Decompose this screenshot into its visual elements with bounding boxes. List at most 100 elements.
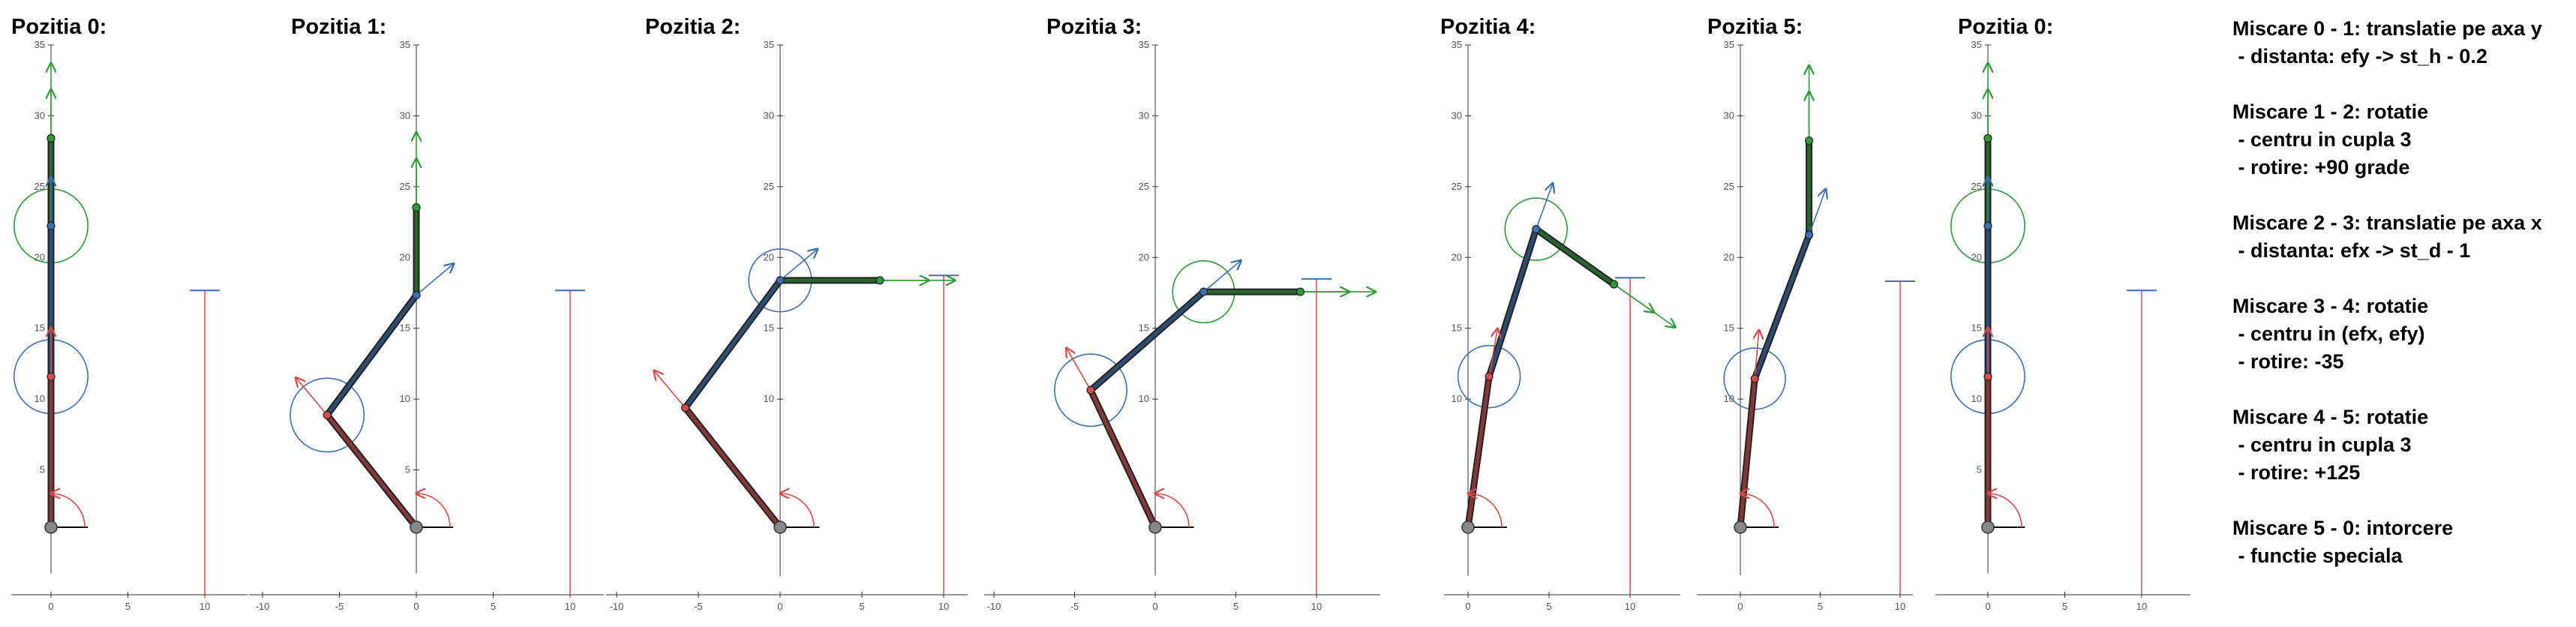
arm-joint [1485,372,1494,381]
arm-joint [1983,372,1992,381]
arm-joint [1296,287,1305,296]
arm-joint [1199,287,1208,296]
x-tick-label: 0 [1152,601,1157,612]
x-tick-label: -10 [256,601,270,612]
arm-joint [1532,224,1541,234]
arm-joint [680,404,690,412]
x-tick-label: 0 [48,601,53,612]
x-tick-label: 0 [777,601,782,612]
motion-note-heading: Miscare 2 - 3: translatie pe axa x [2232,212,2542,234]
y-tick-label: 35 [1971,39,1982,50]
x-tick-label: 0 [1465,601,1470,612]
motion-note-detail: - distanta: efy -> st_h - 0.2 [2232,45,2487,68]
motion-note-heading: Miscare 0 - 1: translatie pe axa y [2232,17,2542,40]
y-tick-label: 20 [1139,251,1149,262]
x-tick-label: 0 [413,601,419,612]
base-joint [44,520,58,534]
x-tick-label: -5 [1070,601,1079,612]
x-tick-label: 5 [859,601,864,612]
y-tick-label: 25 [1971,181,1982,192]
motion-note: Miscare 1 - 2: rotatie - centru in cupla… [2232,98,2570,182]
arm-joint [47,134,56,142]
y-tick-label: 10 [1452,393,1462,404]
base-angle-arc [1155,494,1190,528]
panels: Pozitia 0: 5 10 15 20 25 30 35 0 5 10 Pozitia 1: 5 10… [11,15,2190,612]
x-tick-label: -5 [335,601,344,612]
base-joint [1461,520,1475,534]
x-tick-label: 5 [125,601,131,612]
y-tick-label: 35 [35,39,45,50]
frame-arrow [1488,328,1497,377]
y-tick-label: 15 [764,322,774,334]
frame-arrow [1202,260,1241,292]
motion-notes: Miscare 0 - 1: translatie pe axa y - dis… [2232,15,2570,598]
motion-note: Miscare 0 - 1: translatie pe axa y - dis… [2232,15,2570,70]
y-tick-label: 25 [400,181,410,192]
x-tick-label: 5 [491,601,496,612]
arm-link [325,412,419,530]
panel-title: Pozitia 5: [1707,15,1803,39]
y-tick-label: 10 [1139,393,1149,404]
y-tick-label: 30 [764,110,774,121]
frame-arrow [296,378,328,416]
motion-note-heading: Miscare 1 - 2: rotatie [2232,100,2429,123]
y-tick-label: 25 [35,181,45,192]
x-tick-label: -10 [987,601,1001,612]
frame-arrow [779,249,818,281]
y-tick-label: 20 [1724,251,1734,262]
base-angle-arc [1468,494,1503,528]
arm-link [683,406,782,530]
panel-title: Pozitia 2: [645,15,740,39]
position-panel: Pozitia 4: 10 15 20 25 30 35 0 5 10 [1440,15,1680,612]
motion-note-detail: - centru in cupla 3 [2232,128,2412,151]
frame-arrow [1535,183,1553,230]
arm-joint [1750,374,1759,383]
base-angle-arc [1740,494,1775,528]
y-tick-label: 15 [1724,322,1734,334]
arm-joint [1804,136,1814,146]
position-panel: Pozitia 3: 10 15 20 25 30 35 -10 -5 0 5 10 [984,15,1380,612]
frame-arrow [416,264,454,296]
y-tick-label: 10 [1724,393,1734,404]
panel-title: Pozitia 1: [291,15,386,39]
y-tick-label: 35 [764,39,774,50]
rotation-circle [1457,344,1521,409]
y-tick-label: 25 [764,181,774,192]
motion-note: Miscare 2 - 3: translatie pe axa x - dis… [2232,209,2570,265]
motion-note-detail: - rotire: -35 [2232,350,2344,373]
arm-link [1466,374,1491,530]
base-joint [1734,520,1747,534]
motion-note-heading: Miscare 4 - 5: rotatie [2232,406,2429,428]
base-angle-arc [780,494,815,528]
arm-joint [1609,280,1618,289]
arm-link [1088,290,1205,392]
arm-joint [1086,386,1095,394]
x-tick-label: 10 [1625,601,1635,612]
x-tick-label: 10 [1895,601,1905,612]
position-panel: Pozitia 1: 5 10 15 20 25 30 35 -10 -5 0 5 10 [249,15,604,612]
motion-note: Miscare 3 - 4: rotatie - centru in (efx,… [2232,292,2570,376]
y-tick-label: 35 [1452,39,1462,50]
arm-link [683,278,782,410]
arm-link [1088,388,1157,530]
arm-joint [47,372,56,381]
frame-arrow [654,370,686,409]
x-tick-label: 0 [1737,601,1743,612]
arm-joint [1804,230,1814,239]
y-tick-label: 30 [1724,110,1734,121]
arm-joint [776,276,785,285]
position-panel: Pozitia 2: 10 15 20 25 30 35 -10 -5 0 5 10 [606,15,968,612]
arm-link [1752,232,1812,381]
base-angle-arc [416,494,451,528]
x-tick-label: 5 [1818,601,1823,612]
panel-title: Pozitia 0: [1958,15,2053,39]
rotation-circle [1054,353,1127,428]
x-tick-label: -10 [610,601,624,612]
arm-joint [1983,221,1992,230]
y-tick-label: 20 [400,251,410,262]
y-tick-label: 5 [405,464,410,476]
arm-link [325,292,419,417]
x-tick-label: 10 [565,601,575,612]
frame-arrow [1755,330,1759,379]
